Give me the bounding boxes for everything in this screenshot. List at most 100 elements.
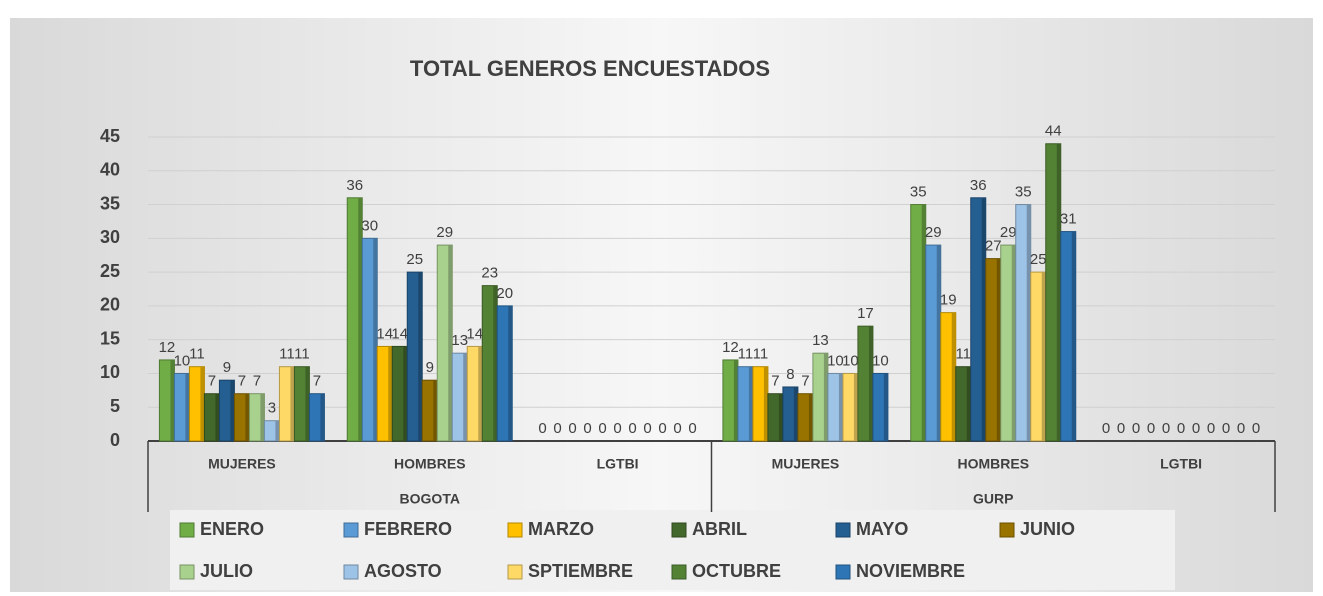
- bar-side: [185, 373, 190, 441]
- data-label: 35: [910, 184, 927, 201]
- legend-swatch: [507, 522, 523, 538]
- bar-side: [868, 326, 873, 441]
- data-label: 0: [553, 420, 561, 437]
- bar-side: [170, 359, 175, 441]
- bar-side: [418, 272, 423, 441]
- bar-side: [853, 373, 858, 441]
- bar-side: [748, 366, 753, 441]
- data-label: 11: [189, 346, 205, 363]
- legend-label: JUNIO: [1020, 519, 1075, 539]
- bar-side: [508, 305, 513, 441]
- bar-side: [763, 366, 768, 441]
- bar-side: [778, 393, 783, 441]
- bar-side: [373, 238, 378, 441]
- legend-swatch: [507, 564, 523, 580]
- legend-label: MARZO: [528, 519, 594, 539]
- bar-side: [966, 366, 971, 441]
- legend-label: NOVIEMBRE: [856, 561, 965, 581]
- data-label: 7: [313, 373, 321, 390]
- data-label: 14: [391, 325, 408, 342]
- bar-side: [1011, 245, 1016, 441]
- bar-side: [245, 393, 250, 441]
- legend-label: SPTIEMBRE: [528, 561, 633, 581]
- data-label: 0: [1207, 420, 1215, 437]
- bar-side: [403, 346, 408, 441]
- data-label: 35: [1015, 184, 1032, 201]
- data-label: 17: [857, 305, 874, 322]
- legend-label: OCTUBRE: [692, 561, 781, 581]
- data-label: 0: [1147, 420, 1155, 437]
- data-label: 12: [159, 339, 176, 356]
- data-label: 0: [583, 420, 591, 437]
- data-label: 9: [426, 359, 434, 376]
- data-label: 7: [771, 373, 779, 390]
- bar-side: [230, 380, 235, 441]
- x-tick-label: HOMBRES: [957, 456, 1029, 472]
- y-tick-label: 5: [110, 396, 120, 416]
- data-label: 9: [223, 359, 231, 376]
- legend-swatch: [671, 564, 687, 580]
- y-tick-label: 15: [100, 328, 120, 348]
- data-label: 11: [753, 346, 769, 363]
- x-tick-label: LGTBI: [597, 456, 639, 472]
- bar-side: [936, 245, 941, 441]
- bar-side: [215, 393, 220, 441]
- data-label: 0: [1162, 420, 1170, 437]
- y-tick-label: 20: [100, 295, 120, 315]
- chart-background: [10, 18, 1313, 592]
- data-label: 0: [673, 420, 681, 437]
- data-label: 0: [598, 420, 606, 437]
- x-tick-label: LGTBI: [1160, 456, 1202, 472]
- chart-title: TOTAL GENEROS ENCUESTADOS: [410, 56, 770, 81]
- bar-side: [921, 204, 926, 441]
- bar-side: [996, 258, 1001, 441]
- data-label: 44: [1045, 123, 1062, 140]
- data-label: 31: [1060, 211, 1077, 228]
- bar-side: [838, 373, 843, 441]
- bar-side: [733, 359, 738, 441]
- bar-side: [793, 386, 798, 441]
- data-label: 11: [955, 346, 971, 363]
- legend-swatch: [999, 522, 1015, 538]
- data-label: 14: [466, 325, 483, 342]
- legend-label: ABRIL: [692, 519, 747, 539]
- legend-swatch: [671, 522, 687, 538]
- bar-side: [823, 353, 828, 441]
- bar-side: [1026, 204, 1031, 441]
- data-label: 0: [1252, 420, 1260, 437]
- data-label: 0: [1222, 420, 1230, 437]
- y-tick-label: 25: [100, 261, 120, 281]
- data-label: 27: [985, 238, 1002, 255]
- y-tick-label: 0: [110, 430, 120, 450]
- data-label: 25: [406, 251, 423, 268]
- bar-side: [808, 393, 813, 441]
- bar-side: [448, 245, 453, 441]
- data-label: 19: [940, 292, 957, 309]
- data-label: 11: [738, 346, 754, 363]
- data-label: 10: [842, 352, 859, 369]
- x-tick-label: MUJERES: [208, 456, 276, 472]
- legend-label: AGOSTO: [364, 561, 442, 581]
- data-label: 0: [613, 420, 621, 437]
- bar-side: [493, 285, 498, 441]
- data-label: 8: [786, 366, 794, 383]
- data-label: 7: [208, 373, 216, 390]
- legend-label: FEBRERO: [364, 519, 452, 539]
- data-label: 20: [496, 285, 513, 302]
- data-label: 0: [1177, 420, 1185, 437]
- y-tick-label: 40: [100, 160, 120, 180]
- y-tick-label: 30: [100, 227, 120, 247]
- data-label: 0: [628, 420, 636, 437]
- data-label: 7: [253, 373, 261, 390]
- x-tick-label: MUJERES: [772, 456, 840, 472]
- y-tick-label: 10: [100, 362, 120, 382]
- data-label: 36: [970, 177, 987, 194]
- data-label: 0: [643, 420, 651, 437]
- bar-side: [981, 197, 986, 441]
- data-label: 7: [238, 373, 246, 390]
- legend-label: ENERO: [200, 519, 264, 539]
- data-label: 0: [1237, 420, 1245, 437]
- legend-swatch: [179, 564, 195, 580]
- data-label: 36: [346, 177, 363, 194]
